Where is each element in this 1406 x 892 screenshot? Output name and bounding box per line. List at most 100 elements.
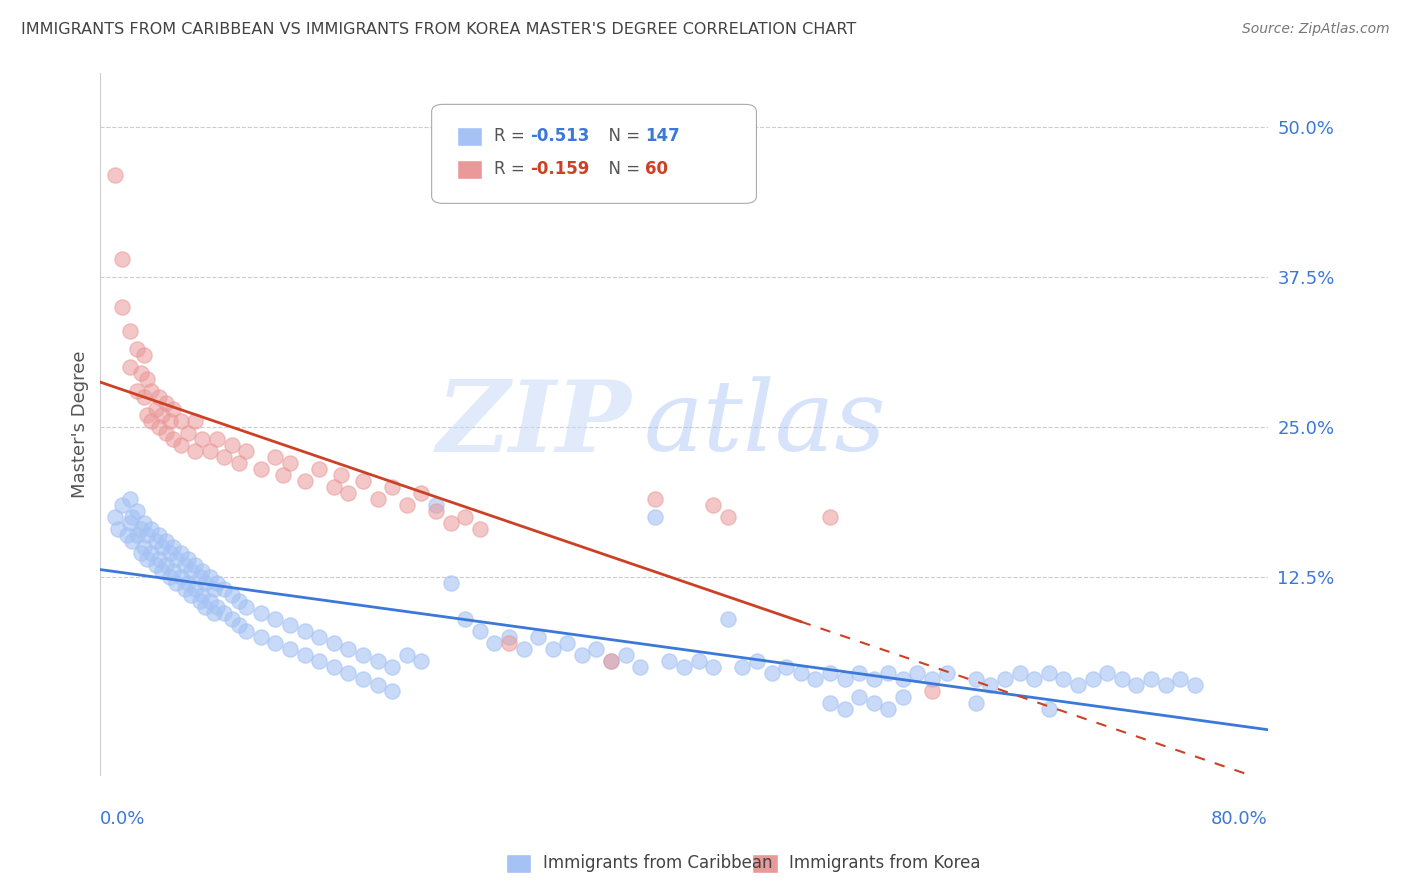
Point <box>717 612 740 626</box>
Point <box>834 702 856 716</box>
Point <box>184 582 207 596</box>
Point <box>125 528 148 542</box>
Point <box>381 480 404 494</box>
Point <box>162 540 184 554</box>
Point <box>250 606 273 620</box>
Point <box>731 660 754 674</box>
Point <box>935 666 957 681</box>
Point <box>512 642 534 657</box>
Point <box>628 660 651 674</box>
Text: IMMIGRANTS FROM CARIBBEAN VS IMMIGRANTS FROM KOREA MASTER'S DEGREE CORRELATION C: IMMIGRANTS FROM CARIBBEAN VS IMMIGRANTS … <box>21 22 856 37</box>
Point <box>188 570 211 584</box>
Point <box>834 672 856 686</box>
Point <box>1154 678 1177 692</box>
Point <box>125 384 148 398</box>
Point <box>162 564 184 578</box>
Point <box>979 678 1001 692</box>
Point <box>155 396 177 410</box>
Point <box>205 576 228 591</box>
Point <box>134 390 156 404</box>
Point <box>1140 672 1163 686</box>
Point <box>862 672 884 686</box>
Point <box>198 444 221 458</box>
Point <box>1038 702 1060 716</box>
Point <box>1125 678 1147 692</box>
Point <box>804 672 827 686</box>
Point <box>129 546 152 560</box>
Point <box>308 654 330 668</box>
Point <box>1067 678 1090 692</box>
Point <box>159 414 181 428</box>
Point <box>848 666 870 681</box>
Point <box>527 630 550 644</box>
Point <box>381 684 404 698</box>
Point <box>1095 666 1118 681</box>
Point <box>688 654 710 668</box>
Point <box>294 648 316 663</box>
Point <box>184 444 207 458</box>
Point <box>411 486 433 500</box>
Point <box>125 504 148 518</box>
Point <box>877 702 900 716</box>
Point <box>235 624 257 639</box>
Point <box>141 546 163 560</box>
Text: -0.513: -0.513 <box>530 128 589 145</box>
Point <box>169 570 191 584</box>
Point <box>118 360 141 375</box>
Point <box>367 492 389 507</box>
Point <box>141 384 163 398</box>
Point <box>165 552 187 566</box>
Point <box>439 576 461 591</box>
Point <box>468 522 491 536</box>
Point <box>111 252 134 266</box>
Point <box>1184 678 1206 692</box>
Point <box>337 486 360 500</box>
Point <box>250 462 273 476</box>
Point <box>228 594 250 608</box>
Point <box>134 540 156 554</box>
Point <box>644 510 666 524</box>
Point <box>150 540 173 554</box>
Text: Immigrants from Caribbean: Immigrants from Caribbean <box>543 855 772 872</box>
Point <box>194 600 217 615</box>
Point <box>162 432 184 446</box>
Point <box>498 630 520 644</box>
Point <box>155 426 177 441</box>
Point <box>177 576 200 591</box>
Point <box>228 618 250 632</box>
Point <box>174 582 197 596</box>
Point <box>454 510 477 524</box>
Point <box>184 414 207 428</box>
Point <box>907 666 929 681</box>
Point <box>148 528 170 542</box>
Point <box>169 438 191 452</box>
Point <box>177 426 200 441</box>
Point <box>367 678 389 692</box>
Point <box>600 654 623 668</box>
Point <box>148 552 170 566</box>
Point <box>337 642 360 657</box>
Point <box>818 666 841 681</box>
Point <box>745 654 768 668</box>
Point <box>702 660 724 674</box>
Point <box>308 462 330 476</box>
Point <box>191 432 214 446</box>
Point <box>294 624 316 639</box>
Point <box>541 642 564 657</box>
Point <box>330 468 353 483</box>
Point <box>169 414 191 428</box>
Point <box>155 534 177 549</box>
Point <box>118 324 141 338</box>
Point <box>221 612 243 626</box>
Text: Immigrants from Korea: Immigrants from Korea <box>789 855 980 872</box>
Point <box>134 348 156 362</box>
Point <box>921 672 943 686</box>
Point <box>278 618 301 632</box>
Point <box>107 522 129 536</box>
Point <box>184 558 207 573</box>
Point <box>136 552 159 566</box>
Y-axis label: Master's Degree: Master's Degree <box>72 351 89 498</box>
Point <box>202 606 225 620</box>
Point <box>337 666 360 681</box>
Point <box>174 558 197 573</box>
